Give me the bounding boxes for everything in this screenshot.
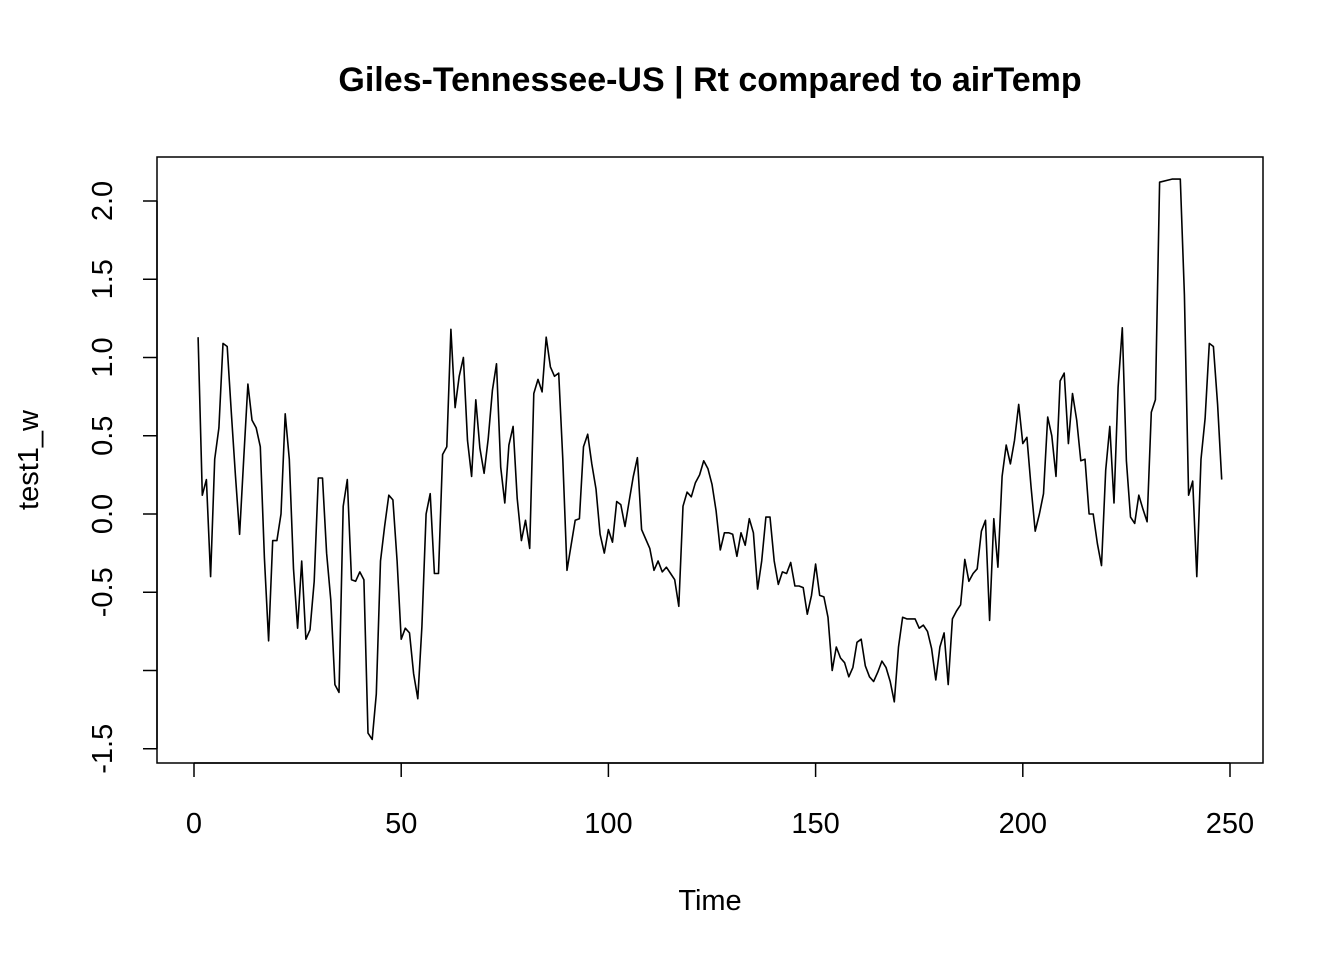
y-tick-label: -0.5 <box>87 567 119 617</box>
x-tick-label: 100 <box>584 808 632 840</box>
y-tick-label: 1.0 <box>87 337 119 377</box>
chart-title: Giles-Tennessee-US | Rt compared to airT… <box>338 61 1081 99</box>
plot-area <box>197 178 1223 741</box>
x-tick-label: 50 <box>385 808 417 840</box>
y-axis-label: test1_w <box>13 409 45 510</box>
x-axis: 0 50 100 150 200 250 <box>186 762 1254 840</box>
y-axis: -1.5 -0.5 0.0 0.5 1.0 1.5 2.0 <box>87 181 158 774</box>
x-tick-label: 250 <box>1206 808 1254 840</box>
y-tick-label: -1.5 <box>87 724 119 774</box>
x-axis-label: Time <box>678 885 741 917</box>
series-line <box>197 178 1223 741</box>
y-tick-label: 0.5 <box>87 416 119 456</box>
x-tick-label: 150 <box>791 808 839 840</box>
y-tick-label: 0.0 <box>87 494 119 534</box>
x-tick-label: 0 <box>186 808 202 840</box>
y-tick-label: 2.0 <box>87 181 119 221</box>
x-tick-label: 200 <box>999 808 1047 840</box>
y-tick-label: 1.5 <box>87 259 119 299</box>
plot-frame <box>156 156 1264 764</box>
